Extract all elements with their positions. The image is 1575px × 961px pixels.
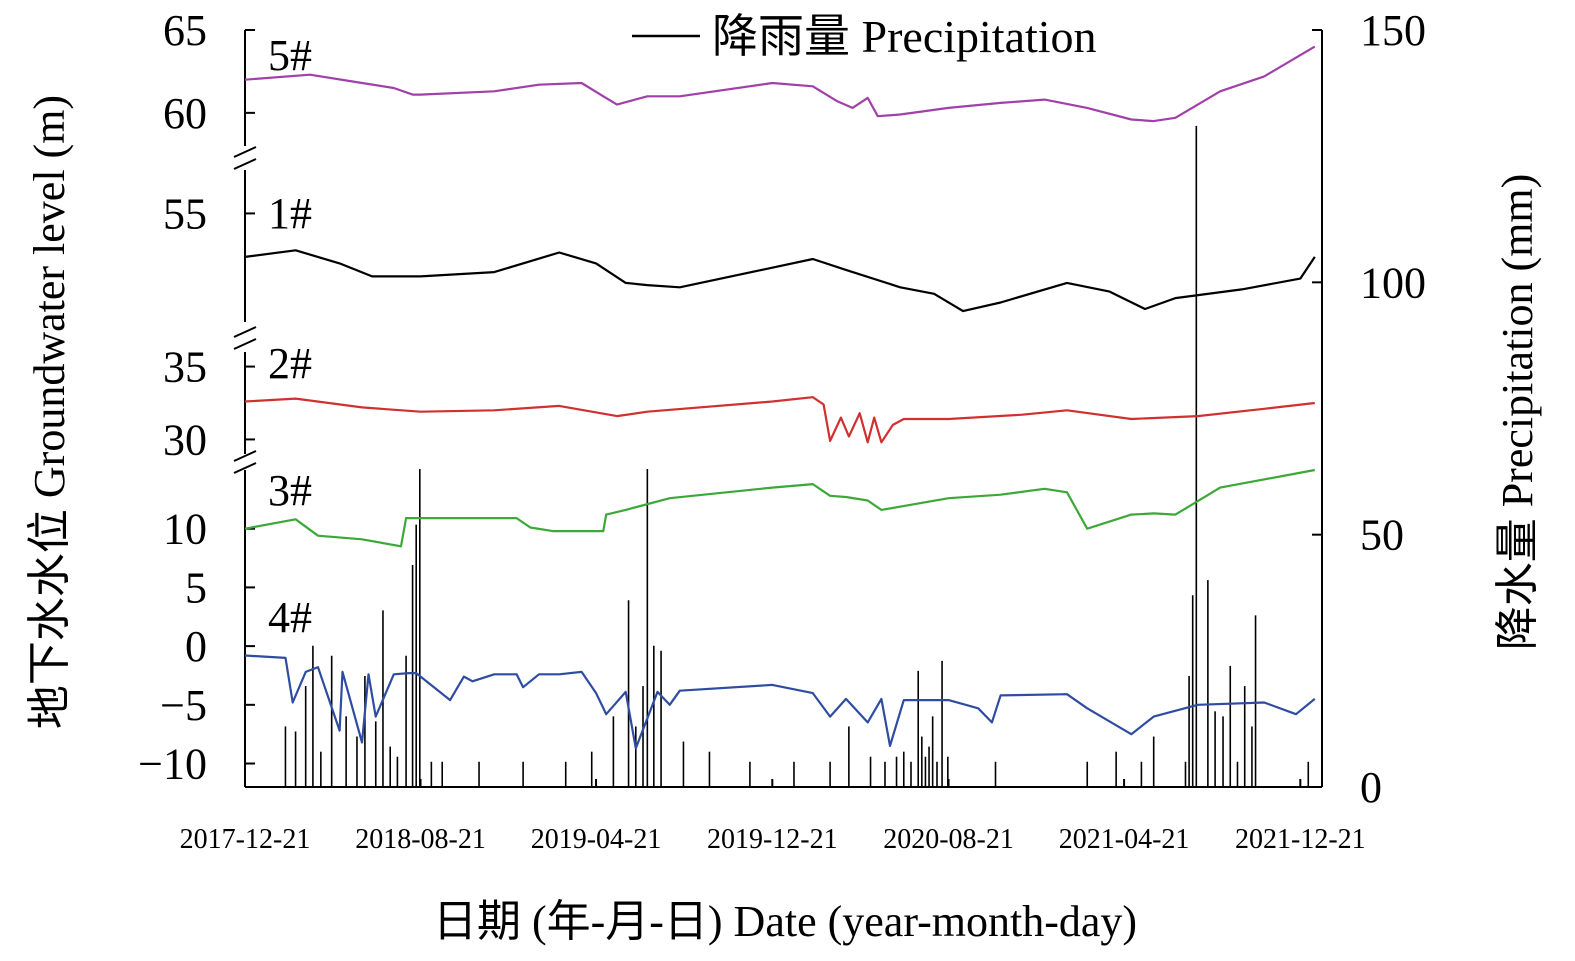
labels-group: 5# 1# 2# 3# 4# 降雨量 Precipitation 日期 (年-月-日) Da… <box>25 11 1542 946</box>
axis-break-mark <box>233 338 257 350</box>
series-annotation-4: 4# <box>268 593 312 642</box>
left-tick-label: 60 <box>163 89 207 138</box>
precipitation-bars <box>284 125 1310 787</box>
left-tick-label: 0 <box>185 622 207 671</box>
axis-break-mark <box>233 158 257 170</box>
left-tick-label: 65 <box>163 6 207 55</box>
x-axis-title: 日期 (年-月-日) Date (year-month-day) <box>433 897 1137 946</box>
left-tick-label: 55 <box>163 189 207 238</box>
x-tick-label: 2021-12-21 <box>1235 824 1366 855</box>
x-tick-label: 2019-12-21 <box>707 824 838 855</box>
axis-break-mark <box>233 326 257 338</box>
series-line-4 <box>244 654 1316 750</box>
series-annotation-3: 3# <box>268 466 312 515</box>
left-tick-label: 35 <box>163 343 207 392</box>
series-annotation-1: 1# <box>268 189 312 238</box>
axis-break-mark <box>233 146 257 158</box>
series-lines <box>244 45 1316 750</box>
left-tick-label: 10 <box>163 505 207 554</box>
series-line-2 <box>244 396 1315 444</box>
legend-label: 降雨量 Precipitation <box>712 11 1097 62</box>
series-line-3 <box>244 468 1316 548</box>
left-tick-label: −5 <box>160 681 207 730</box>
right-tick-label: 150 <box>1360 6 1426 55</box>
right-axis-title: 降水量 Precipitation (mm) <box>1493 174 1542 651</box>
x-tick-label: 2017-12-21 <box>180 824 311 855</box>
series-annotation-2: 2# <box>268 339 312 388</box>
left-tick-label: 5 <box>185 563 207 612</box>
series-line-5 <box>244 45 1316 123</box>
right-tick-label: 50 <box>1360 511 1404 560</box>
x-tick-label: 2021-04-21 <box>1059 824 1190 855</box>
right-tick-label: 0 <box>1360 763 1382 812</box>
x-tick-label: 2018-08-21 <box>355 824 486 855</box>
series-line-1 <box>244 249 1316 313</box>
axis-break-mark <box>233 450 257 462</box>
right-tick-label: 100 <box>1360 258 1426 307</box>
x-tick-label: 2019-04-21 <box>531 824 662 855</box>
left-axis-title: 地下水水位 Groundwater level (m) <box>25 95 74 729</box>
series-annotation-5: 5# <box>268 31 312 80</box>
left-tick-label: 30 <box>163 415 207 464</box>
axis-break-mark <box>233 462 257 474</box>
x-tick-label: 2020-08-21 <box>883 824 1014 855</box>
left-tick-label: −10 <box>138 740 207 789</box>
